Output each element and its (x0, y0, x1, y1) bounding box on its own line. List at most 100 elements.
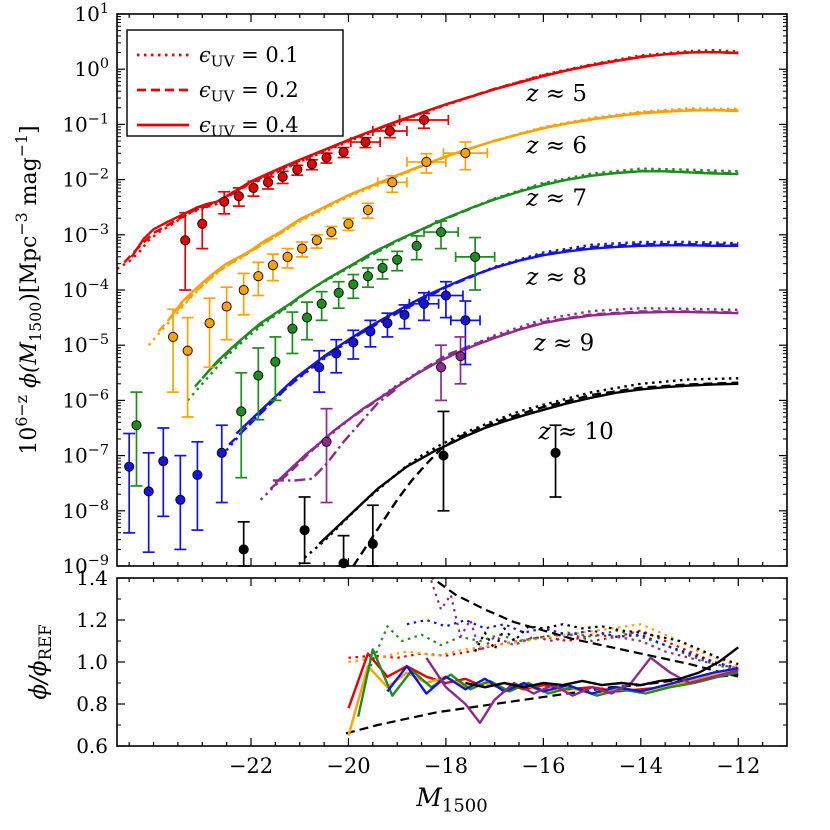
curve-z9-dotted (259, 307, 739, 501)
data-point (263, 177, 274, 188)
data-point (175, 494, 186, 505)
data-point (311, 235, 322, 246)
curve-z7-solid (201, 170, 739, 380)
data-point (435, 226, 447, 238)
data-point (248, 182, 259, 193)
data-point (470, 251, 481, 262)
data-point (182, 345, 193, 356)
redshift-label-z5: z ≈ 5 (525, 81, 587, 107)
y-tick-label: 100 (74, 56, 109, 81)
x-tick-label: −20 (326, 754, 370, 778)
points-z7 (130, 220, 496, 487)
data-point (131, 420, 142, 431)
x-axis-label: M1500 (415, 783, 487, 817)
curve-z6-solid (167, 108, 739, 322)
data-point (270, 356, 281, 367)
data-point (197, 218, 208, 229)
y-tick-label: 0.8 (76, 692, 108, 716)
redshift-label-z8: z ≈ 8 (525, 264, 587, 290)
data-point (411, 240, 422, 251)
data-point (192, 469, 203, 480)
labels-layer: 101 100 10−1 10−2 10−3 10−4 10−5 10−6 10−7 10−8 10… (12, 1, 760, 817)
legend-label-dotted: ϵUV = 0.1 (199, 43, 299, 71)
curve-z9-dashdot (272, 387, 398, 482)
legend-label-dashed: ϵUV = 0.2 (199, 78, 299, 106)
data-point (314, 362, 325, 373)
data-point (306, 159, 317, 170)
series-z7 (186, 167, 739, 402)
redshift-label-z6: z ≈ 6 (525, 133, 587, 159)
data-point (326, 226, 337, 238)
x-tick-label: −16 (521, 754, 565, 778)
points-z10 (237, 410, 562, 569)
data-point (287, 323, 298, 334)
ratio-purple-dotted (429, 578, 739, 670)
curve-z10-dashed (352, 381, 739, 566)
ratio-black-dashed-lower (345, 673, 739, 735)
data-point (216, 447, 227, 458)
ratio-black-dotted (474, 623, 739, 666)
y-tick-label: 101 (74, 1, 109, 26)
y-tick-label: 10−3 (62, 222, 109, 247)
data-point (267, 260, 278, 271)
data-point (253, 271, 264, 282)
redshift-label-z7: z ≈ 7 (525, 186, 587, 212)
y-tick-label: 0.6 (76, 734, 108, 758)
data-point (348, 337, 359, 348)
y-tick-label: 10−7 (62, 443, 109, 468)
data-point (219, 196, 230, 207)
y-tick-label: 10−5 (62, 332, 109, 357)
y-tick-label: 10−9 (62, 553, 109, 578)
data-point (367, 538, 378, 549)
legend: ϵUV = 0.1 ϵUV = 0.2 ϵUV = 0.4 (126, 29, 344, 141)
bottom-panel-border (116, 577, 788, 747)
ratio-blue-dotted (406, 618, 739, 670)
data-point (438, 450, 449, 461)
data-point (143, 486, 154, 497)
redshift-label-z10: z ≈ 10 (537, 419, 613, 445)
data-point (299, 525, 310, 536)
y-tick-label: 10−6 (62, 387, 109, 412)
data-point (204, 318, 215, 329)
data-point (360, 137, 371, 148)
x-tick-label: −14 (619, 754, 663, 778)
x-tick-label: −18 (424, 754, 468, 778)
ratio-orange-dotted (348, 623, 739, 668)
y-tick-label: 10−1 (62, 111, 109, 136)
points-z9 (320, 336, 467, 504)
ratio-green-solid (357, 648, 739, 717)
data-point (124, 461, 135, 472)
data-point (292, 164, 303, 175)
data-point (236, 406, 247, 417)
y-tick-label: 10−8 (62, 498, 109, 523)
points-z6 (167, 141, 489, 418)
data-point (297, 243, 308, 254)
data-point (362, 271, 373, 282)
data-point (238, 284, 249, 296)
redshift-label-z9: z ≈ 9 (533, 331, 595, 357)
data-point (301, 312, 313, 323)
data-point (282, 251, 293, 262)
data-point (377, 262, 388, 273)
data-point (460, 148, 471, 159)
data-point (392, 254, 403, 265)
data-point (277, 171, 288, 182)
curve-z10-dotted (303, 377, 739, 559)
data-point (460, 315, 471, 326)
data-point (387, 177, 398, 188)
legend-label-solid: ϵUV = 0.4 (199, 113, 299, 141)
x-tick-label: −12 (716, 754, 760, 778)
data-point (384, 125, 395, 137)
curve-z6-dotted (147, 107, 739, 346)
data-point (435, 362, 447, 373)
data-point (343, 218, 354, 229)
x-tick-label: −22 (229, 754, 273, 778)
data-point (418, 114, 430, 126)
data-point (440, 290, 451, 301)
bottom-y-axis-label: ϕ/ϕREF (26, 624, 55, 699)
top-panel-content (117, 49, 739, 569)
ratio-purple-solid (425, 656, 739, 725)
bottom-panel-content (345, 578, 740, 736)
